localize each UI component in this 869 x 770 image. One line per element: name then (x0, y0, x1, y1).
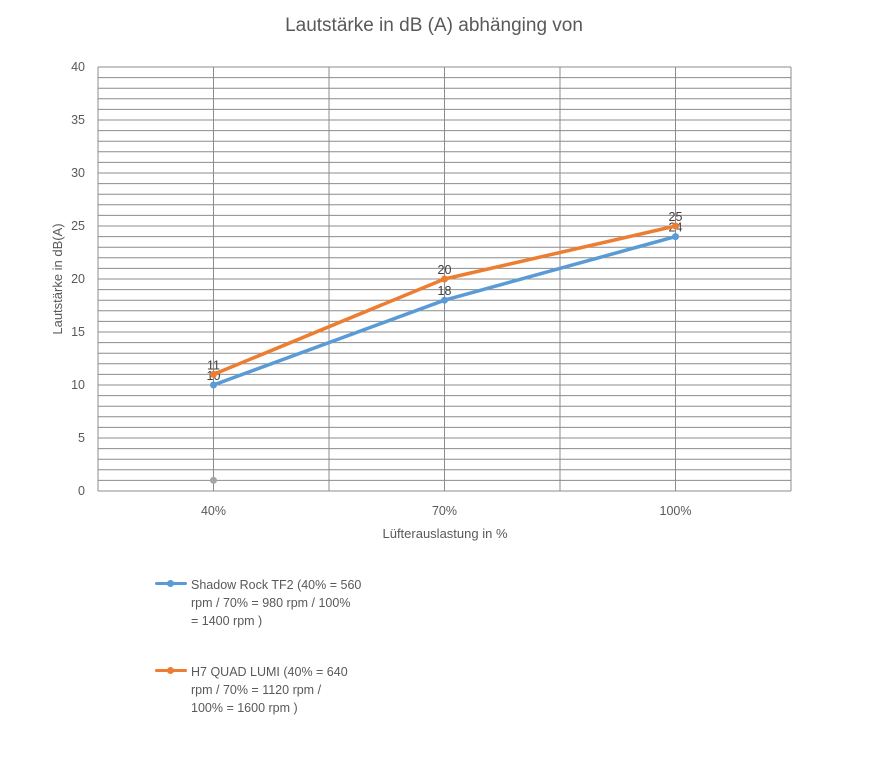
data-point (210, 370, 217, 378)
chart-title: Lautstärke in dB (A) abhänging von (285, 15, 583, 36)
x-tick-label: 100% (660, 504, 692, 518)
y-tick-label: 5 (78, 431, 85, 445)
legend: Shadow Rock TF2 (40% = 560 rpm / 70% = 9… (155, 576, 365, 630)
legend-label-line: rpm / 70% = 1120 rpm / (191, 683, 322, 697)
y-tick-label: 0 (78, 484, 85, 498)
y-tick-label: 15 (71, 325, 85, 339)
data-point (672, 222, 679, 230)
data-point (672, 233, 679, 241)
legend: H7 QUAD LUMI (40% = 640 rpm / 70% = 1120… (155, 663, 365, 717)
legend-label-line: H7 QUAD LUMI (40% = 640 (191, 665, 348, 679)
y-tick-label: 25 (71, 219, 85, 233)
data-point (441, 275, 448, 283)
y-tick-label: 10 (71, 378, 85, 392)
legend-label-line: rpm / 70% = 980 rpm / 100% (191, 596, 351, 610)
x-tick-label: 40% (201, 504, 226, 518)
y-tick-label: 30 (71, 166, 85, 180)
legend-swatch-h7-quad-lumi (155, 667, 187, 674)
y-tick-label: 40 (71, 60, 85, 74)
x-tick-label: 70% (432, 504, 457, 518)
data-point (441, 296, 448, 304)
legend-marker-icon (167, 580, 174, 587)
data-label: 11 (207, 358, 220, 372)
legend-label-line: = 1400 rpm ) (191, 614, 263, 628)
legend-label-line: 100% = 1600 rpm ) (191, 701, 298, 715)
data-label: 20 (438, 263, 452, 277)
y-axis-title: Lautstärke in dB(A) (50, 223, 65, 334)
legend-label-line: Shadow Rock TF2 (40% = 560 (191, 578, 362, 592)
axes: 0 5 10 15 20 25 30 35 40 40% 70% 100% (71, 60, 691, 518)
y-tick-label: 20 (71, 272, 85, 286)
y-tick-label: 35 (71, 113, 85, 127)
data-label: 25 (669, 210, 683, 224)
legend-marker-icon (167, 667, 174, 674)
legend-swatch-shadow-rock (155, 580, 187, 587)
data-point-extra (210, 476, 217, 484)
x-axis-title: Lüfterauslastung in % (382, 526, 507, 541)
legend-item-h7-quad-lumi[interactable]: H7 QUAD LUMI (40% = 640 rpm / 70% = 1120… (155, 663, 365, 717)
data-label: 18 (438, 284, 452, 298)
series-group: 101824112025 (207, 210, 683, 484)
legend-item-shadow-rock[interactable]: Shadow Rock TF2 (40% = 560 rpm / 70% = 9… (155, 576, 365, 630)
data-point (210, 381, 217, 389)
